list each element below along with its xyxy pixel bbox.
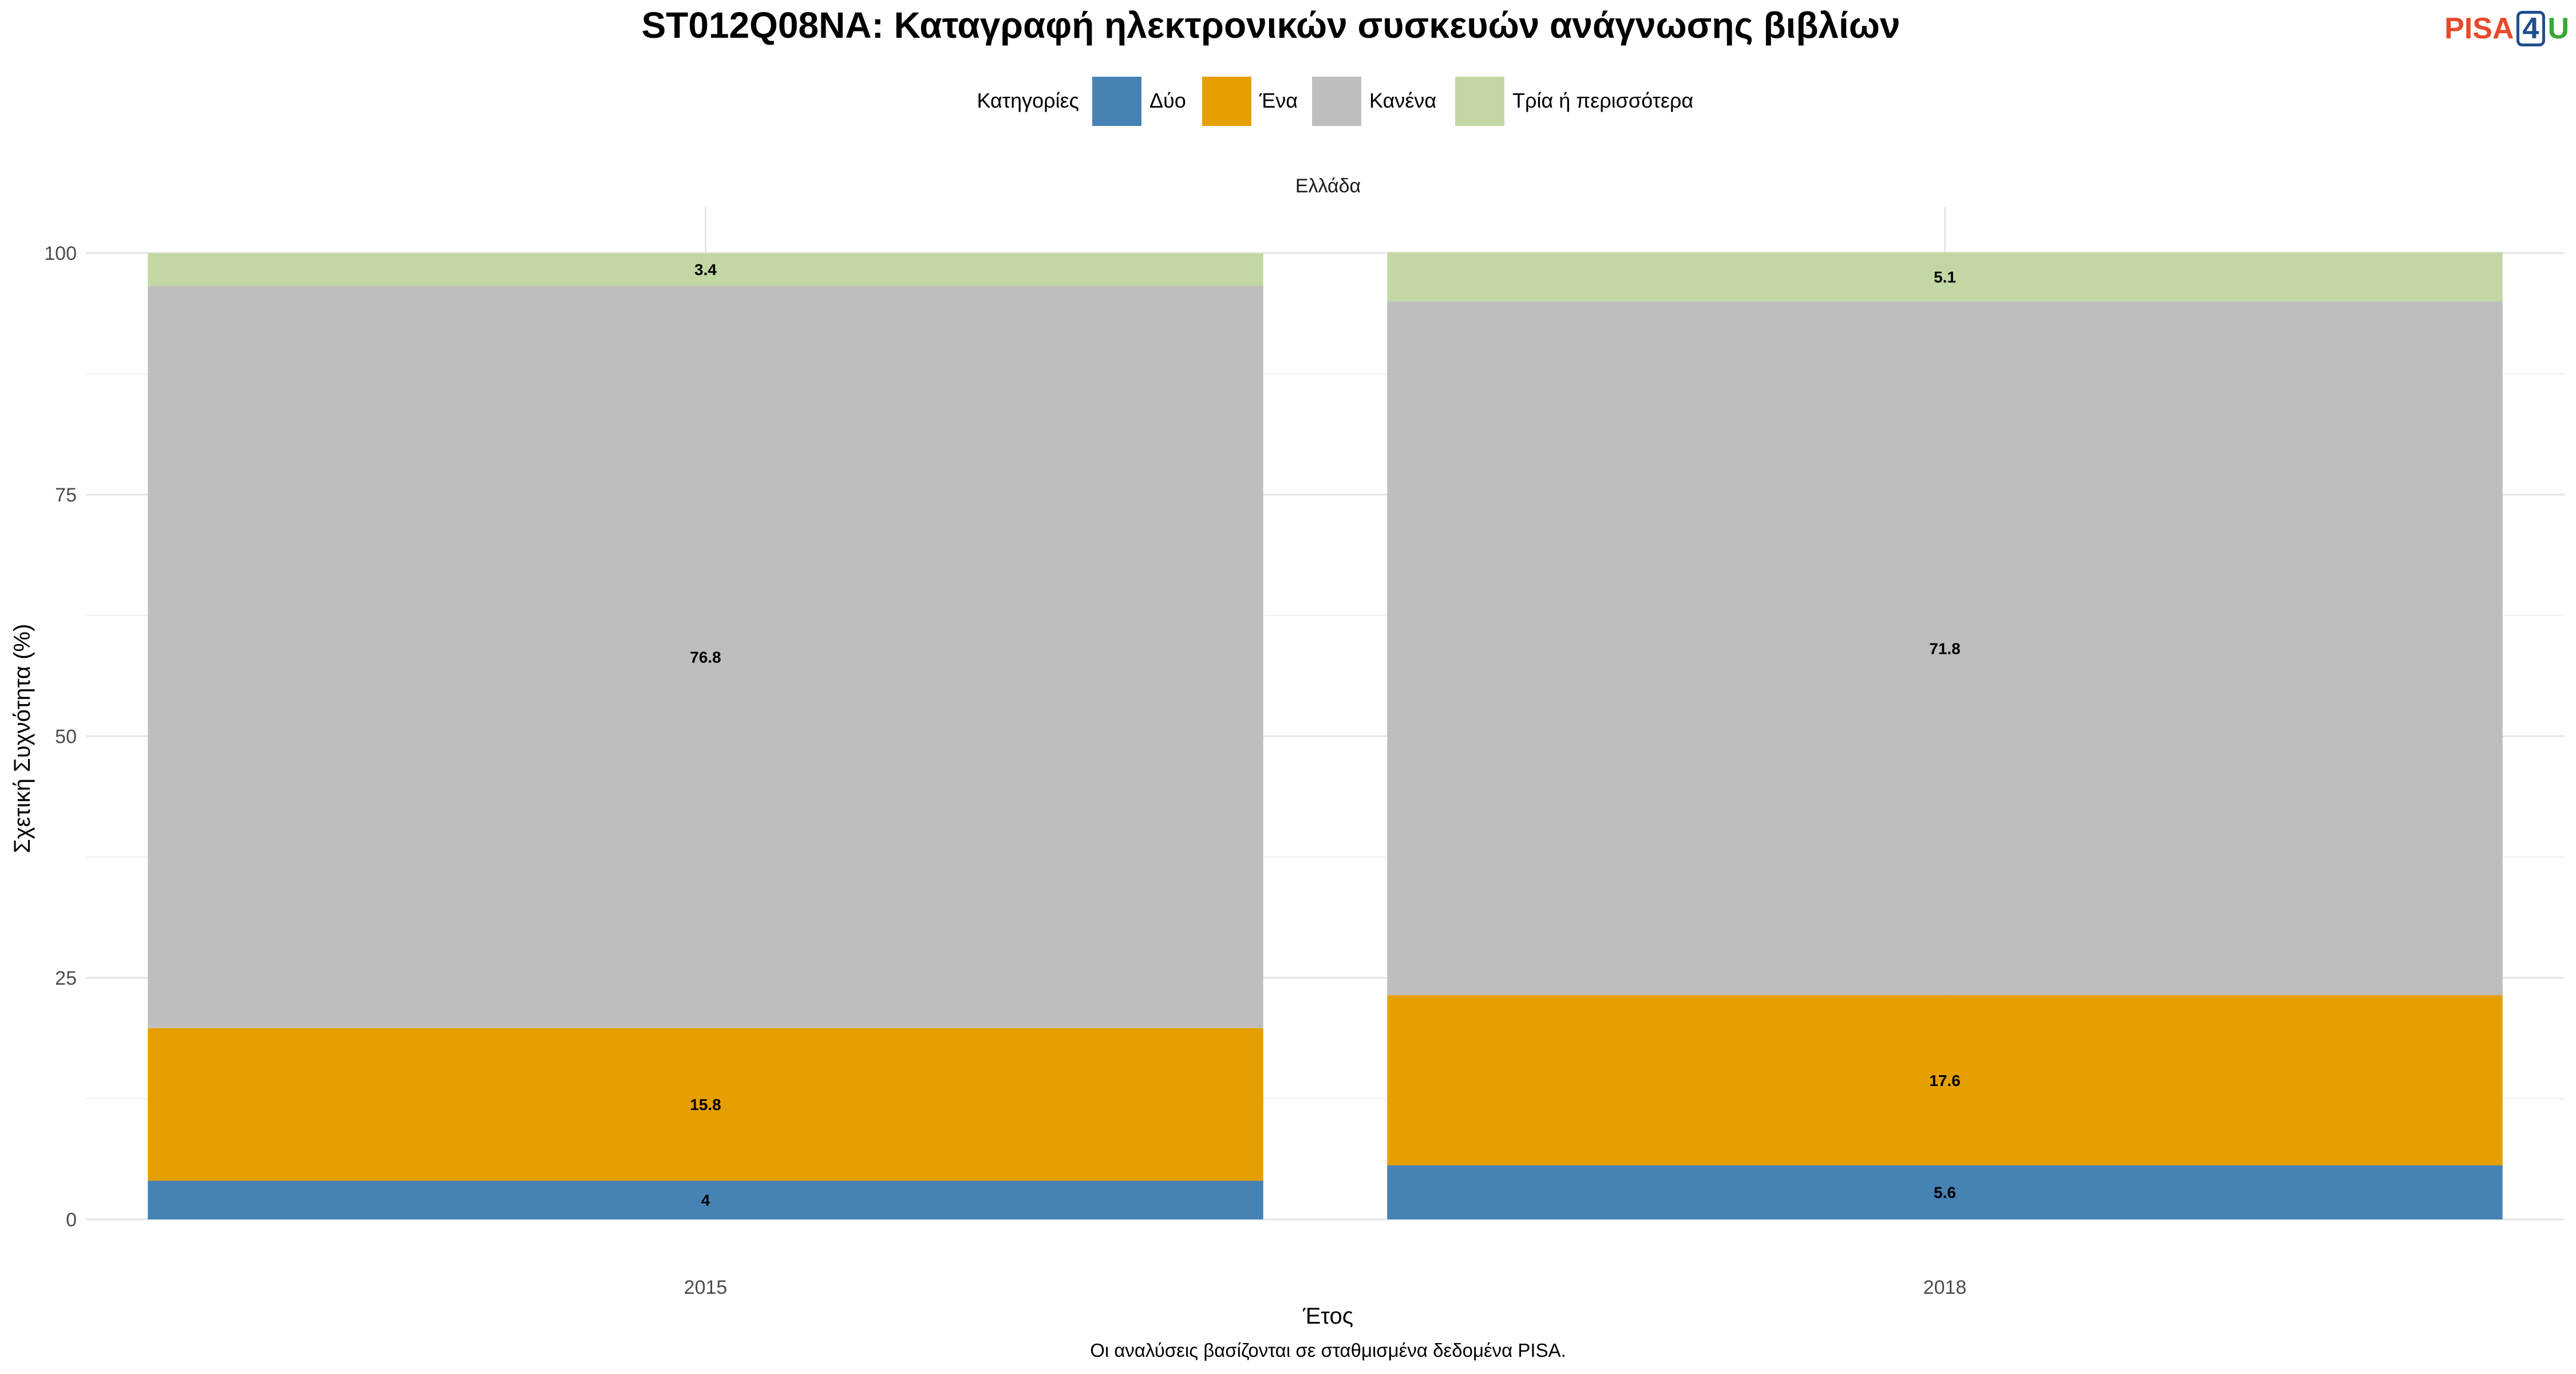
x-axis-title: Έτος <box>1302 1304 1353 1329</box>
facet-label: Ελλάδα <box>1295 175 1361 197</box>
legend-key <box>1202 77 1251 126</box>
bar-value-label: 5.6 <box>1934 1184 1956 1202</box>
legend-key <box>1312 77 1361 126</box>
legend-label: Ένα <box>1259 89 1298 112</box>
legend-key <box>1092 77 1141 126</box>
chart-caption: Οι αναλύσεις βασίζονται σε σταθμισμένα δ… <box>1090 1340 1566 1361</box>
bar-labels: 4 15.8 76.8 3.4 5.6 17.6 71.8 5.1 <box>690 261 1961 1210</box>
bar-segment <box>1387 301 2503 996</box>
chart-title: ST012Q08NA: Καταγραφή ηλεκτρονικών συσκε… <box>642 5 1901 46</box>
x-tick-label: 2015 <box>684 1277 728 1298</box>
y-axis-title: Σχετική Συχνότητα (%) <box>10 624 35 854</box>
bar-segment <box>148 1180 1263 1219</box>
bar-value-label: 3.4 <box>694 261 717 279</box>
y-axis: 0 25 50 75 100 <box>44 243 77 1231</box>
logo-text-4: 4 <box>2516 11 2546 46</box>
bar-segment <box>1387 995 2503 1166</box>
bar-segment <box>148 286 1263 1028</box>
pisa4u-logo: PISA 4 U <box>2444 8 2569 49</box>
bar-value-label: 76.8 <box>690 649 721 666</box>
y-tick-label: 50 <box>55 726 77 748</box>
y-tick-label: 25 <box>55 968 77 989</box>
bar-value-label: 71.8 <box>1929 639 1961 657</box>
y-tick-label: 100 <box>44 243 77 264</box>
bar-value-label: 15.8 <box>690 1096 721 1114</box>
bar-segment <box>1387 252 2503 302</box>
legend-label: Δύο <box>1149 89 1186 112</box>
x-axis: 2015 2018 <box>684 1277 1967 1298</box>
logo-text-u: U <box>2547 12 2569 45</box>
x-tick-label: 2018 <box>1923 1277 1967 1298</box>
legend-title: Κατηγορίες <box>977 89 1079 112</box>
bar-value-label: 4 <box>701 1191 710 1209</box>
legend: Κατηγορίες Δύο Ένα Κανένα Τρία ή περισσότερ… <box>977 77 1693 126</box>
legend-label: Κανένα <box>1369 89 1436 112</box>
y-tick-label: 75 <box>55 484 77 506</box>
bar-segment <box>148 1028 1263 1181</box>
bar-value-label: 17.6 <box>1929 1072 1961 1089</box>
logo-text-pisa: PISA <box>2444 12 2514 45</box>
bar-segment <box>148 253 1263 286</box>
legend-key <box>1455 77 1504 126</box>
bar-segment <box>1387 1165 2503 1219</box>
y-tick-label: 0 <box>66 1209 77 1231</box>
legend-label: Τρία ή περισσότερα <box>1512 89 1693 112</box>
bars <box>148 252 2503 1219</box>
bar-value-label: 5.1 <box>1934 268 1956 286</box>
